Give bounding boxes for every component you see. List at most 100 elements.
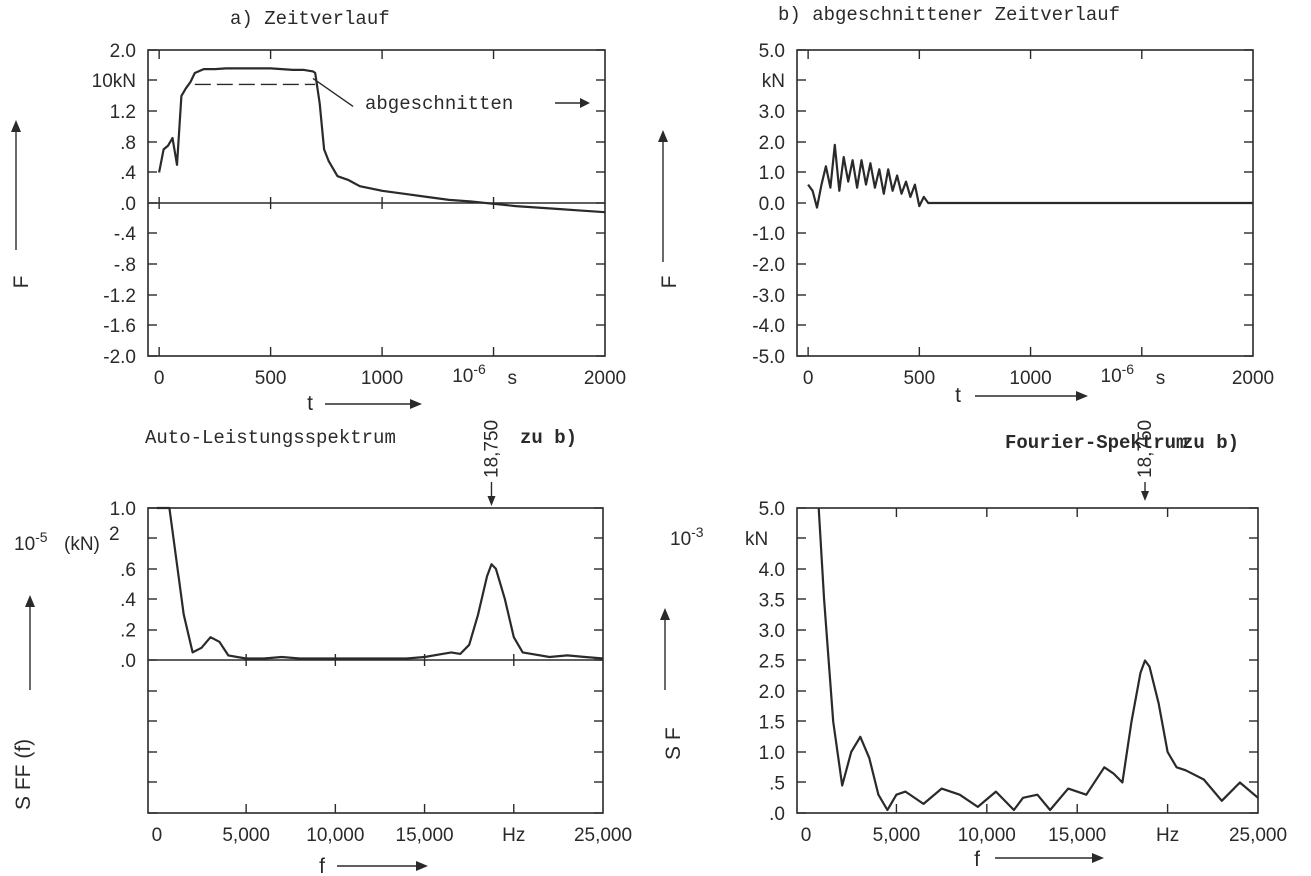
y-axis-arrowhead bbox=[660, 608, 670, 620]
chart-title-suffix: zu b) bbox=[520, 427, 577, 449]
y-unit-kn: (kN) bbox=[64, 534, 100, 555]
y-tick-label: 2.0 bbox=[759, 133, 785, 154]
x-unit-label: 10-6 bbox=[1101, 361, 1135, 387]
y-unit-prefix: 10-3 bbox=[670, 524, 704, 550]
x-unit-s: s bbox=[1156, 368, 1166, 389]
marker-label: 18,750 bbox=[481, 420, 502, 478]
y-axis-label: S FF (f) bbox=[12, 739, 35, 810]
y-tick-label: -1.0 bbox=[752, 224, 785, 245]
y-unit-prefix: 10-5 bbox=[14, 529, 48, 555]
x-tick-label: 5,000 bbox=[873, 825, 921, 846]
marker-arrowhead bbox=[1141, 491, 1150, 501]
x-tick-label: 0 bbox=[152, 825, 163, 846]
x-tick-label: 15,000 bbox=[396, 825, 454, 846]
annotation-text: abgeschnitten bbox=[365, 93, 513, 115]
y-tick-label: 2.0 bbox=[110, 41, 136, 62]
series-line bbox=[158, 67, 606, 214]
y-tick-label: 1.2 bbox=[110, 102, 136, 123]
y-tick-label: 5.0 bbox=[759, 41, 785, 62]
y-tick-label: 1.0 bbox=[759, 163, 785, 184]
y-tick-label: 1.5 bbox=[759, 713, 785, 734]
x-tick-label: 2000 bbox=[1232, 368, 1274, 389]
y-axis-arrowhead bbox=[658, 130, 668, 142]
y-tick-label: .4 bbox=[120, 590, 136, 611]
panel-a: a) Zeitverlauf 2.0 10kN 1.2 .8 .4 .0 -.4 -.8 -1.2… bbox=[10, 8, 626, 415]
y-axis-label: F bbox=[658, 276, 681, 289]
x-unit-s: s bbox=[508, 368, 518, 389]
x-axis-label: f bbox=[974, 848, 980, 871]
x-tick-label: Hz bbox=[1156, 825, 1179, 846]
chart-title: Fourier-Spektrum bbox=[1005, 432, 1187, 454]
x-tick-label: 5,000 bbox=[222, 825, 270, 846]
x-tick-label: 1000 bbox=[1009, 368, 1051, 389]
panel-b: b) abgeschnittener Zeitverlauf 5.0 kN 3.0 2.… bbox=[658, 4, 1274, 407]
y-tick-label: 4.0 bbox=[759, 560, 785, 581]
y-tick-label: -1.6 bbox=[103, 316, 136, 337]
x-axis-label: t bbox=[955, 384, 961, 407]
y-tick-label: .0 bbox=[120, 194, 136, 215]
y-tick-label: .2 bbox=[120, 621, 136, 642]
y-tick-label: 3.0 bbox=[759, 102, 785, 123]
x-tick-label: 1000 bbox=[361, 368, 403, 389]
x-tick-label: 25,000 bbox=[1229, 825, 1287, 846]
y-tick-label: .6 bbox=[120, 560, 136, 581]
x-tick-label: 10,000 bbox=[306, 825, 364, 846]
y-tick-label: -2.0 bbox=[103, 347, 136, 368]
y-tick-label: -3.0 bbox=[752, 286, 785, 307]
y-tick-label: .4 bbox=[120, 163, 136, 184]
y-tick-label: -.8 bbox=[114, 255, 136, 276]
x-tick-label: 2000 bbox=[584, 368, 626, 389]
panel-c: Auto-Leistungsspektrum zu b) 1.0 10-5 (kN) 2.… bbox=[12, 420, 632, 876]
y-tick-label: -2.0 bbox=[752, 255, 785, 276]
y-tick-label: .8 bbox=[120, 133, 136, 154]
y-tick-label: .0 bbox=[120, 651, 136, 672]
x-unit-label: 10-6 bbox=[452, 361, 486, 387]
x-axis-label: f bbox=[319, 855, 325, 876]
annotation-leader bbox=[312, 77, 354, 107]
x-tick-label: 0 bbox=[154, 368, 165, 389]
x-axis-arrowhead bbox=[1076, 391, 1088, 401]
y-tick-label: -.4 bbox=[114, 224, 137, 245]
y-axis-arrowhead bbox=[11, 120, 21, 132]
chart-title-suffix: zu b) bbox=[1182, 432, 1239, 454]
y-tick-label: 5.0 bbox=[759, 499, 785, 520]
y-tick-label: kN bbox=[762, 71, 785, 92]
y-tick-label: .0 bbox=[769, 804, 785, 825]
x-axis-arrowhead bbox=[1092, 853, 1104, 863]
chart-title: Auto-Leistungsspektrum bbox=[145, 427, 396, 449]
series-line bbox=[156, 506, 604, 660]
y-tick-label: -5.0 bbox=[752, 347, 785, 368]
x-tick-label: Hz bbox=[502, 825, 525, 846]
x-axis-label: t bbox=[307, 392, 313, 415]
chart-title: b) abgeschnittener Zeitverlauf bbox=[778, 4, 1120, 26]
annotation-arrowhead bbox=[580, 98, 590, 108]
y-unit-sq: 2 bbox=[109, 524, 120, 545]
marker-label: 18,750 bbox=[1135, 420, 1156, 478]
x-axis-arrowhead bbox=[410, 399, 422, 409]
series-line bbox=[807, 143, 1253, 209]
series-line bbox=[817, 507, 1259, 812]
y-axis-label: F bbox=[10, 276, 33, 289]
x-tick-label: 15,000 bbox=[1048, 825, 1106, 846]
y-tick-label: 0.0 bbox=[759, 194, 785, 215]
x-tick-label: 0 bbox=[803, 368, 814, 389]
x-tick-label: 0 bbox=[801, 825, 812, 846]
x-tick-label: 10,000 bbox=[958, 825, 1016, 846]
y-tick-label: 2.0 bbox=[759, 682, 785, 703]
y-tick-label: 1.0 bbox=[110, 499, 136, 520]
y-tick-label: 2.5 bbox=[759, 652, 785, 673]
x-tick-label: 500 bbox=[255, 368, 287, 389]
y-axis-arrowhead bbox=[25, 595, 35, 607]
marker-arrowhead bbox=[487, 496, 496, 506]
x-tick-label: 25,000 bbox=[574, 825, 632, 846]
y-tick-label: 3.0 bbox=[759, 621, 785, 642]
y-tick-label: 10kN bbox=[92, 71, 136, 92]
y-unit-kn: kN bbox=[745, 529, 768, 550]
y-tick-label: .5 bbox=[769, 774, 785, 795]
y-tick-label: 1.0 bbox=[759, 743, 785, 764]
x-tick-label: 500 bbox=[903, 368, 935, 389]
panel-d-frame bbox=[796, 507, 1259, 814]
x-axis-arrowhead bbox=[416, 861, 428, 871]
y-tick-label: -1.2 bbox=[103, 286, 136, 307]
